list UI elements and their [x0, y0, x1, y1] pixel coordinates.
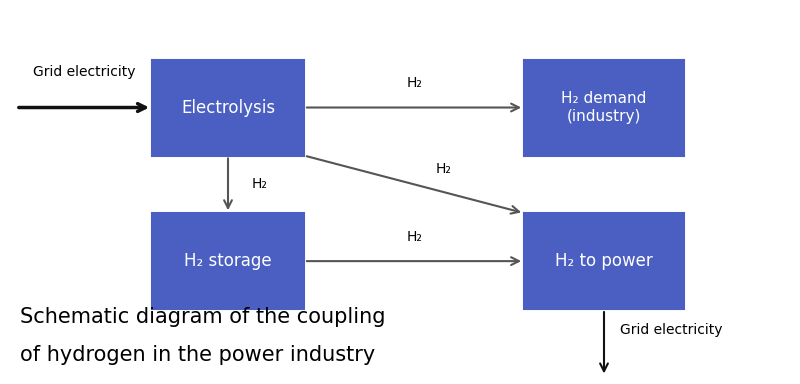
- Text: Grid electricity: Grid electricity: [620, 323, 722, 337]
- Bar: [152, 60, 304, 156]
- Text: H₂ demand
(industry): H₂ demand (industry): [562, 91, 646, 124]
- Bar: [524, 213, 684, 309]
- Bar: [152, 213, 304, 309]
- Bar: [524, 60, 684, 156]
- Text: H₂: H₂: [406, 76, 422, 90]
- Text: Schematic diagram of the coupling: Schematic diagram of the coupling: [20, 307, 386, 327]
- Text: H₂ storage: H₂ storage: [184, 252, 272, 270]
- Text: H₂: H₂: [252, 177, 268, 191]
- Text: of hydrogen in the power industry: of hydrogen in the power industry: [20, 345, 375, 365]
- Text: Grid electricity: Grid electricity: [33, 65, 135, 79]
- Text: H₂: H₂: [406, 230, 422, 244]
- Text: H₂: H₂: [436, 162, 452, 176]
- Text: Electrolysis: Electrolysis: [181, 99, 275, 116]
- Text: H₂ to power: H₂ to power: [555, 252, 653, 270]
